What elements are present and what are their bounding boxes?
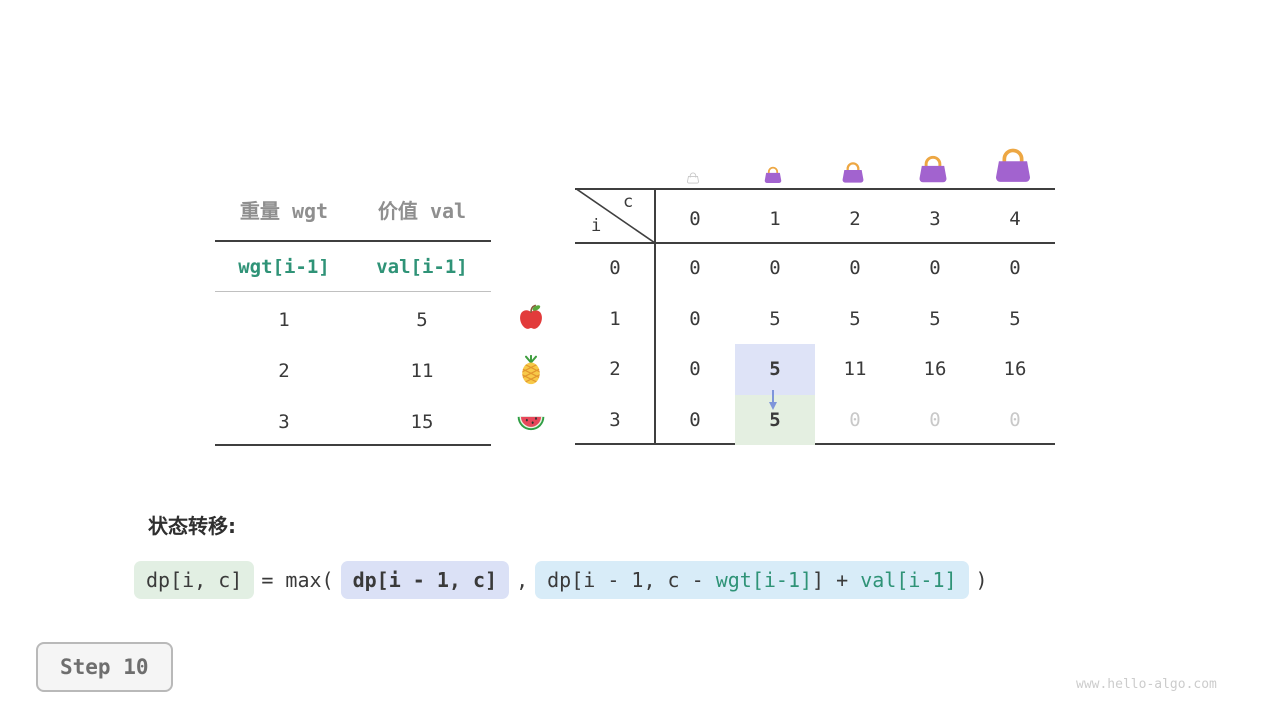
item-value: 11	[410, 360, 434, 382]
dp-cell: 5	[1009, 307, 1021, 330]
item-table-var-row: wgt[i-1] val[i-1]	[215, 252, 491, 282]
transition-arrow-icon	[767, 389, 779, 413]
item-weight: 2	[278, 360, 290, 382]
dp-cell: 0	[689, 408, 701, 431]
dp-row-headers: 0 1 2 3	[575, 243, 655, 445]
dp-cell: 0	[849, 257, 861, 280]
state-transition-label: 状态转移:	[148, 514, 236, 538]
col-header: 0	[689, 207, 701, 230]
col-header: 3	[929, 207, 941, 230]
col-header: 2	[849, 207, 861, 230]
dp-cell: 0	[929, 257, 941, 280]
dp-table: c i 0 1 2 3 4 0 1 2 3 0 0 0 0 0 0 5 5 5 …	[575, 188, 1055, 445]
item-table: 重量 wgt 价值 val wgt[i-1] val[i-1] 1 5 2 11…	[215, 190, 491, 448]
dp-cell: 5	[769, 307, 781, 330]
row-header: 2	[609, 358, 621, 381]
dp-cell: 5	[849, 307, 861, 330]
bag-icon-capacity-3	[915, 153, 951, 184]
divider	[215, 444, 491, 446]
item-value: 15	[410, 411, 434, 433]
dp-cell: 0	[849, 408, 861, 431]
col-header: 4	[1009, 207, 1021, 230]
formula-operator: = max(	[261, 568, 334, 592]
row-var-label: i	[591, 216, 602, 236]
item-row: 1 5	[215, 305, 491, 335]
val-var-label: val[i-1]	[376, 256, 468, 278]
wgt-var-label: wgt[i-1]	[238, 256, 330, 278]
dp-cell: 0	[689, 307, 701, 330]
col-header: 1	[769, 207, 781, 230]
bag-icon-capacity-0	[686, 171, 700, 184]
formula-option2-chip: dp[i - 1, c - wgt[i-1]] + val[i-1]	[535, 561, 969, 599]
divider	[575, 242, 1055, 244]
formula-option2-infix: ] +	[812, 568, 861, 592]
divider	[215, 291, 491, 292]
item-weight: 3	[278, 411, 290, 433]
dp-cell: 0	[1009, 257, 1021, 280]
item-weight: 1	[278, 309, 290, 331]
formula-option1-chip: dp[i - 1, c]	[340, 561, 510, 599]
dp-cell: 11	[843, 358, 867, 381]
watermelon-icon	[516, 406, 546, 436]
dp-table-body: 0 0 0 0 0 0 5 5 5 5 0 5 11 16 16 0 5 0 0…	[655, 243, 1055, 445]
dp-column-headers: 0 1 2 3 4	[655, 188, 1055, 243]
formula-comma: ,	[516, 568, 529, 592]
apple-icon	[516, 303, 546, 333]
value-column-header: 价值 val	[377, 199, 467, 223]
item-value: 5	[416, 309, 428, 331]
bag-icon-capacity-2	[839, 160, 867, 184]
row-header: 0	[609, 257, 621, 280]
bag-icon-capacity-4	[990, 145, 1036, 184]
row-header: 1	[609, 307, 621, 330]
dp-cell: 16	[1003, 358, 1027, 381]
dp-cell: 0	[689, 257, 701, 280]
watermark: www.hello-algo.com	[1076, 677, 1217, 692]
divider	[575, 443, 1055, 445]
divider	[654, 188, 656, 445]
formula-wgt-term: wgt[i-1]	[715, 568, 813, 592]
dp-cell: 0	[1009, 408, 1021, 431]
dp-corner-cell: c i	[575, 188, 655, 243]
dp-cell-source-highlight: 5	[735, 344, 815, 395]
formula-close-paren: )	[975, 568, 988, 592]
diagonal-line	[575, 188, 655, 243]
row-header: 3	[609, 408, 621, 431]
col-var-label: c	[623, 192, 634, 212]
formula-option2-prefix: dp[i - 1, c -	[547, 568, 716, 592]
divider	[575, 188, 1055, 190]
dp-cell: 0	[769, 257, 781, 280]
dp-cell: 0	[929, 408, 941, 431]
dp-cell: 0	[689, 358, 701, 381]
item-table-header: 重量 wgt 价值 val	[215, 196, 491, 226]
formula-val-term: val[i-1]	[860, 568, 957, 592]
formula-lhs-chip: dp[i, c]	[134, 561, 255, 599]
pineapple-icon	[516, 355, 546, 385]
dp-cell: 5	[929, 307, 941, 330]
weight-column-header: 重量 wgt	[239, 199, 329, 223]
item-row: 3 15	[215, 407, 491, 437]
transition-formula: dp[i, c] = max( dp[i - 1, c] , dp[i - 1,…	[134, 561, 995, 599]
step-badge: Step 10	[36, 642, 173, 692]
divider	[215, 240, 491, 242]
item-row: 2 11	[215, 356, 491, 386]
bag-icon-capacity-1	[762, 165, 784, 184]
dp-cell: 16	[923, 358, 947, 381]
